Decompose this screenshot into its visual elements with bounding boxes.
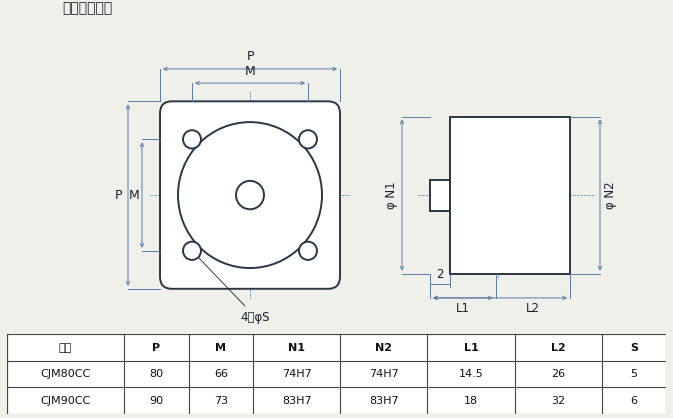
Text: CJM80CC: CJM80CC bbox=[40, 369, 91, 379]
Text: 2: 2 bbox=[436, 268, 444, 281]
Text: 型號: 型號 bbox=[59, 343, 72, 353]
Text: L2: L2 bbox=[526, 302, 540, 315]
Circle shape bbox=[236, 181, 264, 209]
Circle shape bbox=[299, 242, 317, 260]
Text: 6: 6 bbox=[631, 395, 637, 405]
Text: S: S bbox=[630, 343, 638, 353]
Text: 中間級減速器: 中間級減速器 bbox=[62, 1, 112, 15]
Text: L1: L1 bbox=[464, 343, 479, 353]
Text: 5: 5 bbox=[631, 369, 637, 379]
Text: 74H7: 74H7 bbox=[369, 369, 399, 379]
Bar bbox=[430, 181, 450, 211]
Text: 73: 73 bbox=[214, 395, 228, 405]
Text: L1: L1 bbox=[456, 302, 470, 315]
Text: 66: 66 bbox=[214, 369, 228, 379]
FancyBboxPatch shape bbox=[160, 101, 340, 289]
Text: 90: 90 bbox=[149, 395, 164, 405]
Text: CJM90CC: CJM90CC bbox=[40, 395, 91, 405]
Ellipse shape bbox=[178, 122, 322, 268]
Text: M: M bbox=[215, 343, 226, 353]
Text: 32: 32 bbox=[551, 395, 565, 405]
Text: φ N1: φ N1 bbox=[385, 181, 398, 209]
Text: L2: L2 bbox=[551, 343, 565, 353]
Text: M: M bbox=[244, 65, 255, 78]
Circle shape bbox=[183, 242, 201, 260]
Bar bbox=[450, 117, 570, 274]
Text: N2: N2 bbox=[376, 343, 392, 353]
Text: 74H7: 74H7 bbox=[282, 369, 312, 379]
Text: 14.5: 14.5 bbox=[459, 369, 483, 379]
Text: φ N2: φ N2 bbox=[604, 181, 617, 209]
Text: 18: 18 bbox=[464, 395, 478, 405]
Text: 80: 80 bbox=[149, 369, 164, 379]
Text: P: P bbox=[246, 50, 254, 63]
Text: P: P bbox=[114, 189, 122, 201]
Text: N1: N1 bbox=[288, 343, 305, 353]
Circle shape bbox=[299, 130, 317, 148]
Text: 83H7: 83H7 bbox=[369, 395, 398, 405]
Circle shape bbox=[183, 130, 201, 148]
Text: 83H7: 83H7 bbox=[282, 395, 312, 405]
Text: P: P bbox=[152, 343, 161, 353]
Text: M: M bbox=[129, 189, 139, 201]
Text: 4－φS: 4－φS bbox=[240, 311, 270, 324]
Text: 26: 26 bbox=[551, 369, 565, 379]
